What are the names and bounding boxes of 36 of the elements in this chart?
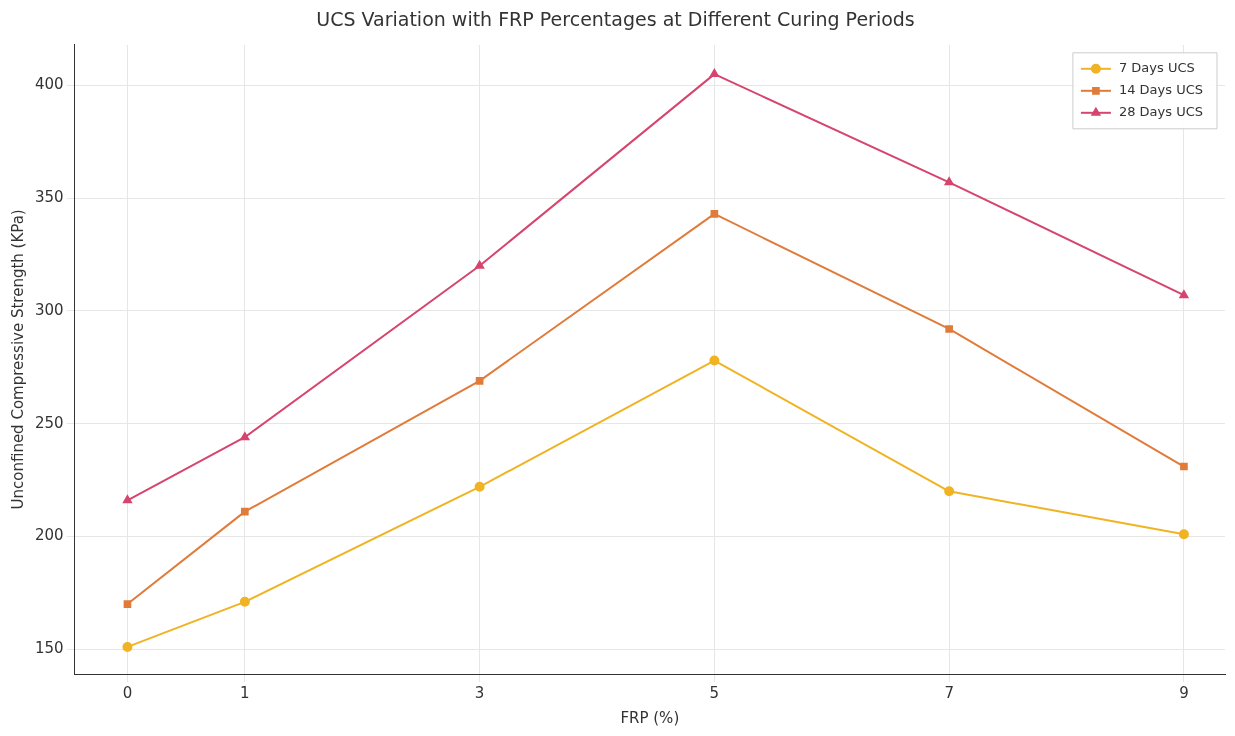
point	[944, 177, 954, 186]
point	[122, 641, 133, 652]
point	[122, 495, 132, 504]
x-axis-title: FRP (%)	[620, 708, 680, 727]
y-tick-label: 250	[34, 413, 64, 432]
x-tick-label: 9	[1179, 683, 1189, 702]
point	[475, 260, 485, 269]
chart-title: UCS Variation with FRP Percentages at Different Curing Periods	[316, 8, 915, 31]
point	[944, 486, 955, 497]
x-tick-label: 7	[944, 683, 954, 702]
y-tick-label: 150	[34, 639, 64, 658]
x-tick-label: 1	[240, 683, 250, 702]
y-tick-label: 200	[34, 526, 64, 545]
x-tick-label: 3	[474, 683, 485, 702]
point	[1178, 529, 1189, 540]
x-tick-label: 5	[709, 683, 720, 702]
y-tick-label: 350	[34, 188, 64, 207]
point	[123, 600, 132, 608]
y-tick-label: 300	[34, 300, 64, 319]
point	[709, 69, 719, 78]
point	[239, 596, 250, 607]
point	[241, 507, 249, 516]
legend-label: 28 Days UCS	[1118, 104, 1203, 120]
point	[474, 481, 485, 492]
legend-label: 7 Days UCS	[1118, 60, 1195, 76]
point	[710, 210, 719, 218]
y-axis-title: Unconfined Compressive Strength (KPa)	[8, 209, 27, 510]
point	[945, 325, 953, 333]
point	[1180, 462, 1188, 471]
point	[475, 377, 484, 385]
point	[709, 355, 720, 366]
legend-label: 14 Days UCS	[1118, 82, 1203, 98]
point	[1179, 290, 1189, 299]
y-tick-label: 400	[34, 75, 64, 94]
point	[240, 432, 250, 441]
x-tick-label: 0	[122, 683, 133, 702]
